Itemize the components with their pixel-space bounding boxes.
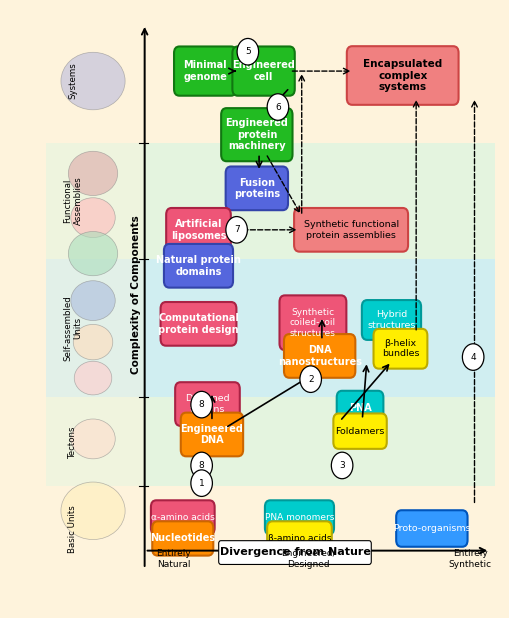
Text: Synthetic functional
protein assemblies: Synthetic functional protein assemblies [303, 220, 398, 240]
FancyBboxPatch shape [46, 397, 145, 486]
Text: Engineered
cell: Engineered cell [232, 61, 294, 82]
FancyBboxPatch shape [46, 19, 145, 572]
Text: 7: 7 [233, 226, 239, 234]
FancyBboxPatch shape [279, 295, 346, 350]
Ellipse shape [61, 482, 125, 540]
FancyBboxPatch shape [175, 382, 239, 426]
Text: PNA monomers: PNA monomers [264, 513, 333, 522]
FancyBboxPatch shape [163, 244, 233, 287]
Ellipse shape [71, 281, 115, 321]
Ellipse shape [61, 53, 125, 110]
FancyBboxPatch shape [333, 413, 386, 449]
Circle shape [225, 216, 247, 243]
Text: β-amino acids: β-amino acids [267, 534, 330, 543]
Text: Self-assembled
Units: Self-assembled Units [63, 295, 82, 361]
Text: 6: 6 [274, 103, 280, 111]
Text: Tectons: Tectons [68, 425, 77, 458]
Circle shape [299, 366, 321, 392]
Text: Hybrid
structures: Hybrid structures [366, 310, 415, 329]
Ellipse shape [74, 362, 111, 395]
Text: Encapsulated
complex
systems: Encapsulated complex systems [362, 59, 441, 92]
Ellipse shape [68, 151, 118, 195]
FancyBboxPatch shape [225, 166, 288, 210]
Text: Systems: Systems [68, 62, 77, 99]
Text: Entirely
Synthetic: Entirely Synthetic [447, 549, 491, 569]
Text: 8: 8 [199, 400, 204, 409]
Text: Artificial
liposomes: Artificial liposomes [171, 219, 226, 240]
Text: Entirely
Natural: Entirely Natural [156, 549, 191, 569]
FancyBboxPatch shape [145, 397, 494, 486]
FancyBboxPatch shape [145, 486, 494, 572]
Circle shape [331, 452, 352, 479]
FancyBboxPatch shape [46, 143, 145, 259]
FancyBboxPatch shape [336, 391, 383, 426]
FancyBboxPatch shape [174, 46, 236, 96]
FancyBboxPatch shape [267, 522, 331, 556]
FancyBboxPatch shape [46, 259, 145, 397]
Text: Minimal
genome: Minimal genome [183, 61, 227, 82]
Text: α-amino acids: α-amino acids [151, 513, 214, 522]
Text: 1: 1 [199, 479, 204, 488]
FancyBboxPatch shape [151, 501, 214, 535]
FancyBboxPatch shape [145, 19, 494, 143]
Text: 5: 5 [244, 47, 250, 56]
FancyBboxPatch shape [46, 19, 145, 143]
Text: Natural protein
domains: Natural protein domains [156, 255, 240, 277]
Circle shape [267, 94, 288, 121]
Circle shape [462, 344, 483, 370]
Ellipse shape [73, 324, 112, 360]
FancyBboxPatch shape [284, 334, 355, 378]
FancyBboxPatch shape [232, 46, 294, 96]
FancyBboxPatch shape [160, 302, 236, 345]
FancyBboxPatch shape [218, 541, 371, 564]
FancyBboxPatch shape [264, 501, 333, 535]
Text: Synthetic
coiled-coil
structures: Synthetic coiled-coil structures [289, 308, 335, 337]
FancyBboxPatch shape [166, 208, 231, 252]
Text: Engineered/
Designed: Engineered/ Designed [280, 549, 335, 569]
FancyBboxPatch shape [152, 522, 213, 556]
FancyBboxPatch shape [373, 329, 427, 369]
Ellipse shape [68, 232, 118, 276]
FancyBboxPatch shape [294, 208, 407, 252]
Text: Basic Units: Basic Units [68, 505, 77, 552]
Circle shape [190, 470, 212, 496]
FancyBboxPatch shape [346, 46, 458, 105]
Text: Proto-organisms: Proto-organisms [392, 524, 470, 533]
Text: Divergence from Nature: Divergence from Nature [219, 548, 370, 557]
Ellipse shape [71, 419, 115, 459]
FancyBboxPatch shape [145, 143, 494, 259]
Text: Engineered
protein
machinery: Engineered protein machinery [225, 118, 288, 151]
Text: Computational
protein design: Computational protein design [158, 313, 238, 335]
Text: Fusion
proteins: Fusion proteins [233, 177, 279, 199]
FancyBboxPatch shape [145, 259, 494, 397]
Text: Foldamers: Foldamers [335, 426, 384, 436]
FancyBboxPatch shape [361, 300, 420, 340]
Text: Functional
Assemblies: Functional Assemblies [63, 177, 82, 226]
Text: DNA
nanostructures: DNA nanostructures [277, 345, 361, 366]
Text: Engineered
DNA: Engineered DNA [180, 424, 243, 446]
Text: Nucleotides: Nucleotides [150, 533, 215, 543]
Text: 2: 2 [307, 375, 313, 384]
Ellipse shape [71, 198, 115, 237]
Circle shape [190, 391, 212, 418]
Text: 3: 3 [338, 461, 344, 470]
Circle shape [237, 38, 258, 65]
Text: Designed
tectons: Designed tectons [185, 394, 230, 414]
Text: 4: 4 [469, 352, 475, 362]
Text: PNA: PNA [348, 404, 371, 413]
Text: 8: 8 [199, 461, 204, 470]
FancyBboxPatch shape [221, 108, 292, 161]
FancyBboxPatch shape [46, 486, 145, 572]
Text: Complexity of Components: Complexity of Components [130, 216, 140, 375]
Circle shape [190, 452, 212, 479]
FancyBboxPatch shape [395, 510, 467, 547]
FancyBboxPatch shape [180, 413, 243, 456]
Text: β-helix
bundles: β-helix bundles [381, 339, 418, 358]
